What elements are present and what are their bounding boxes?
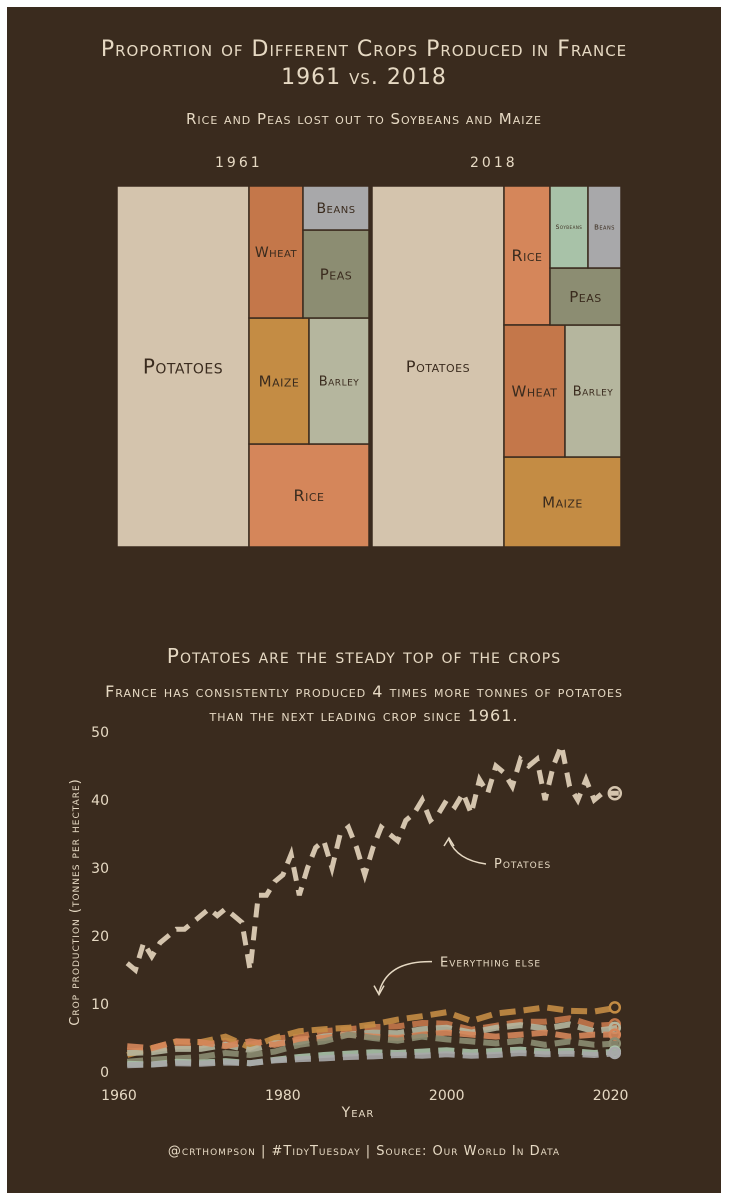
y-tick-label: 50 xyxy=(91,725,109,741)
tile-barley-2018 xyxy=(564,324,622,458)
tile-peas-2018 xyxy=(549,267,622,326)
annotation-arrow-else xyxy=(378,960,433,993)
y-axis-label: Crop production (tonnes per hectare) xyxy=(68,778,83,1026)
line-chart-svg: 0 10 20 30 40 50 1960 1980 2000 2020 Year Crop prod… xyxy=(68,725,629,1121)
y-tick-label: 40 xyxy=(91,793,109,809)
y-tick-label: 0 xyxy=(100,1065,109,1081)
arrowhead-icon xyxy=(373,985,385,997)
y-tick-label: 20 xyxy=(91,929,109,945)
tile-barley-1961 xyxy=(308,317,370,445)
tile-label-potatoes-1961: Potatoes xyxy=(143,355,223,379)
treemap-subtitle: Rice and Peas lost out to Soybeans and M… xyxy=(185,110,543,128)
tile-maize-2018 xyxy=(503,456,622,548)
tile-rice-1961 xyxy=(248,443,370,548)
x-tick-label: 1960 xyxy=(101,1088,137,1104)
tile-label-rice-1961: Rice xyxy=(294,486,325,505)
line-chart-subtitle-line1: France has consistently produced 4 times… xyxy=(105,682,623,701)
x-tick-label: 1980 xyxy=(265,1088,301,1104)
treemap-1961: Potatoes Rice Maize Barley Wheat Peas Beans xyxy=(116,185,370,548)
arrowhead-icon xyxy=(443,836,455,847)
tile-label-maize-2018: Maize xyxy=(542,493,583,511)
tile-label-barley-1961: Barley xyxy=(319,375,360,390)
tile-beans-1961 xyxy=(302,185,370,231)
series-line-potatoes xyxy=(125,736,619,975)
tile-label-barley-2018: Barley xyxy=(573,385,614,400)
page-canvas: Proportion of Different Crops Produced i… xyxy=(7,7,721,1193)
tile-soybeans-2018 xyxy=(549,185,589,269)
tile-label-rice-2018: Rice xyxy=(512,246,543,265)
main-title: Proportion of Different Crops Produced i… xyxy=(100,37,628,62)
footer-credits: @crthompson | #TidyTuesday | Source: Our… xyxy=(167,1144,561,1159)
tile-rice-2018 xyxy=(503,185,551,326)
tile-label-beans-1961: Beans xyxy=(316,201,355,217)
tile-label-potatoes-2018: Potatoes xyxy=(406,357,470,376)
tractor-icon xyxy=(608,1046,622,1060)
tile-potatoes-1961 xyxy=(116,185,250,548)
y-tick-label: 10 xyxy=(91,997,109,1013)
tile-label-wheat-1961: Wheat xyxy=(255,245,298,261)
series-line-maize xyxy=(126,1004,620,1058)
main-title-years: 1961 vs. 2018 xyxy=(281,65,447,90)
line-chart-title: Potatoes are the steady top of the crops xyxy=(166,644,562,668)
treemap-1961-label: 1961 xyxy=(215,155,263,171)
tile-beans-2018 xyxy=(587,185,622,269)
tractor-icon xyxy=(608,1001,622,1014)
line-chart-subtitle-line2: than the next leading crop since 1961. xyxy=(209,706,519,725)
tile-label-soybeans-2018: Soybeans xyxy=(556,224,583,231)
x-tick-label: 2020 xyxy=(593,1088,629,1104)
tractor-icon xyxy=(607,785,623,801)
treemap-2018: Potatoes Maize Rice Wheat Barley Peas Soybeans… xyxy=(371,185,622,548)
annotation-everything-else: Everything else xyxy=(440,956,541,971)
tile-label-wheat-2018: Wheat xyxy=(512,382,558,400)
y-tick-label: 30 xyxy=(91,861,109,877)
tile-wheat-1961 xyxy=(248,185,304,319)
series-line-barley xyxy=(127,1021,620,1056)
tile-label-peas-2018: Peas xyxy=(569,288,602,306)
series-line-peas xyxy=(126,1031,619,1065)
series-line-beans xyxy=(127,1049,620,1069)
tile-label-beans-2018: Beans xyxy=(594,223,615,231)
tile-label-peas-1961: Peas xyxy=(320,265,353,283)
tile-label-maize-1961: Maize xyxy=(259,372,300,390)
x-tick-label: 2000 xyxy=(429,1088,465,1104)
annotation-arrow-potatoes xyxy=(448,839,487,865)
treemap-2018-label: 2018 xyxy=(470,155,518,171)
x-axis-label: Year xyxy=(341,1105,375,1121)
tile-wheat-2018 xyxy=(503,324,566,458)
annotation-potatoes: Potatoes xyxy=(494,857,551,872)
